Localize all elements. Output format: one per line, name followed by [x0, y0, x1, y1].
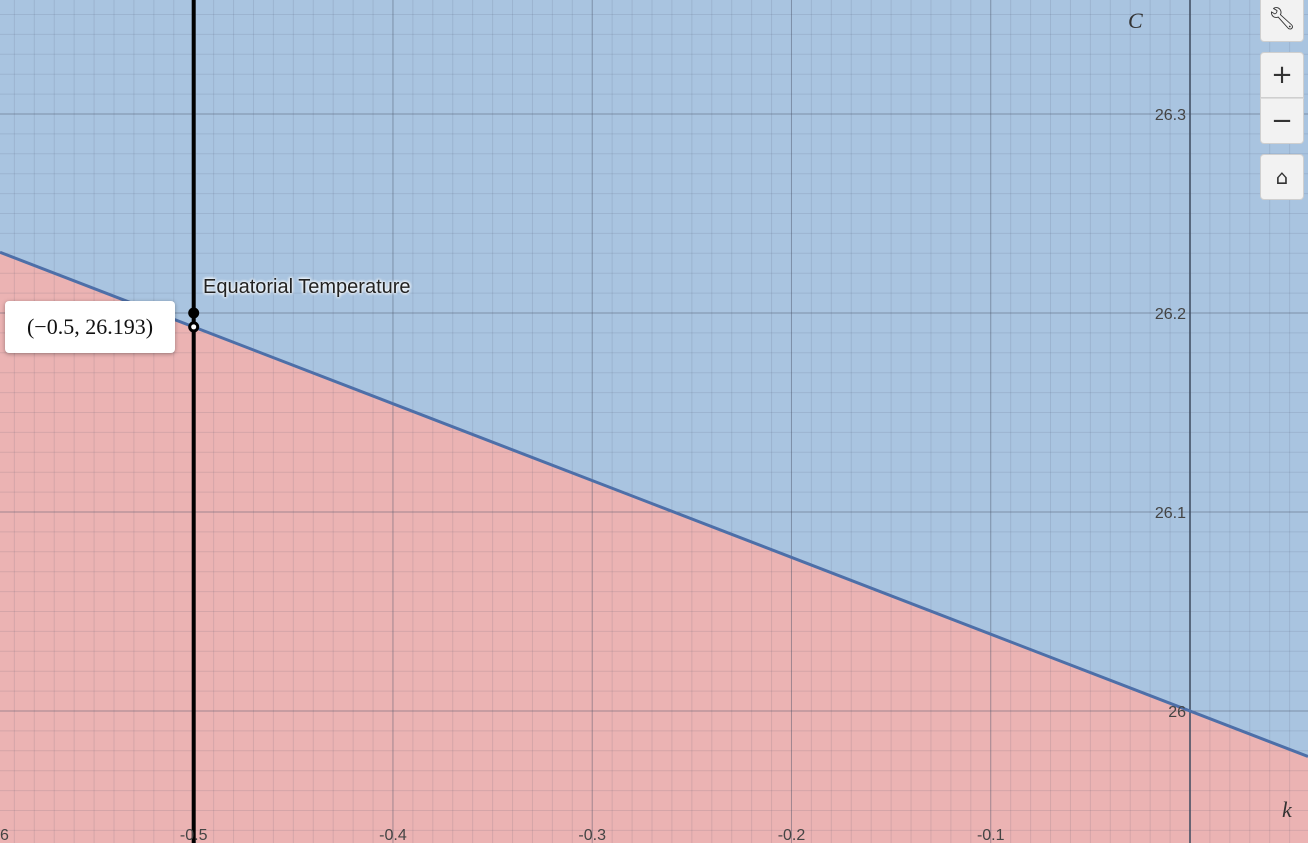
x-tick-label: -0.2	[778, 827, 806, 843]
region-above	[0, 0, 1308, 757]
coordinate-text: (−0.5, 26.193)	[26, 314, 154, 339]
y-tick-label: 26.3	[1155, 107, 1186, 124]
series-line	[0, 250, 1308, 758]
zoom-in-button[interactable]: +	[1260, 52, 1304, 98]
tick-labels: -0.5 -0.4 -0.3 -0.2 -0.1 6 26 26.1 26.2 26.3	[0, 107, 1186, 843]
y-tick-label: 26	[1168, 704, 1186, 721]
point-marks	[188, 307, 200, 333]
settings-button[interactable]: 🔧︎	[1260, 0, 1304, 42]
point-marker	[188, 307, 200, 319]
y-tick-label: 26.2	[1155, 306, 1186, 323]
intersection-marker-center	[191, 324, 197, 330]
x-tick-label: -0.1	[977, 827, 1005, 843]
minus-icon: −	[1271, 106, 1293, 136]
point-label: Equatorial Temperature	[203, 276, 411, 298]
home-icon: ⌂	[1275, 165, 1289, 189]
x-axis-label: k	[1282, 797, 1293, 822]
home-button[interactable]: ⌂	[1260, 154, 1304, 200]
x-tick-label: 6	[0, 827, 9, 843]
y-tick-label: 26.1	[1155, 505, 1186, 522]
x-tick-label: -0.3	[578, 827, 606, 843]
wrench-icon: 🔧︎	[1268, 6, 1296, 32]
y-axis-label: C	[1128, 8, 1143, 33]
coordinate-readout: (−0.5, 26.193)	[5, 301, 175, 353]
x-tick-label: -0.4	[379, 827, 407, 843]
region-below	[0, 252, 1308, 843]
plus-icon: +	[1271, 60, 1293, 90]
zoom-out-button[interactable]: −	[1260, 98, 1304, 144]
x-tick-label: -0.5	[180, 827, 208, 843]
